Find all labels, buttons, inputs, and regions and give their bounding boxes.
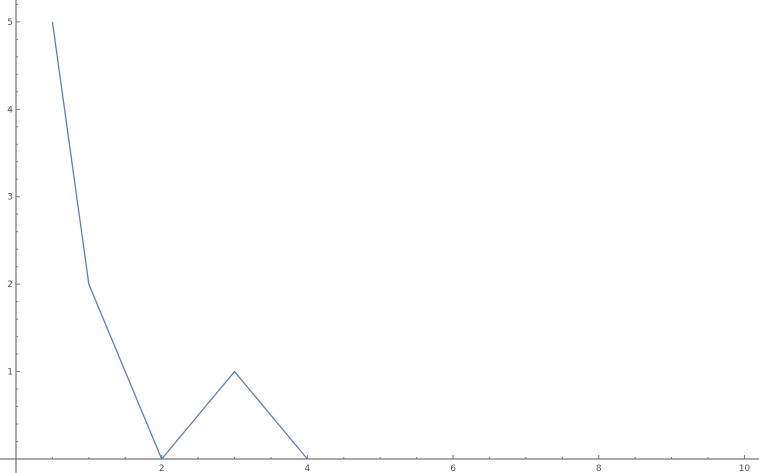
x-ticks: 2 4 6 8 10 (51, 455, 751, 473)
y-tick-label: 3 (7, 193, 13, 203)
y-tick-label: 1 (7, 368, 13, 378)
x-tick-label: 4 (305, 464, 311, 473)
series-line (51, 21, 308, 461)
y-tick-label: 2 (7, 280, 13, 290)
y-tick-label: 5 (7, 18, 13, 28)
series-group (51, 21, 308, 461)
x-tick-label: 10 (739, 464, 751, 473)
x-tick-label: 6 (450, 464, 456, 473)
x-tick-label: 8 (596, 464, 602, 473)
x-tick-label: 2 (159, 464, 165, 473)
y-tick-label: 4 (7, 105, 13, 115)
y-ticks: 1 2 3 4 5 (7, 3, 20, 443)
